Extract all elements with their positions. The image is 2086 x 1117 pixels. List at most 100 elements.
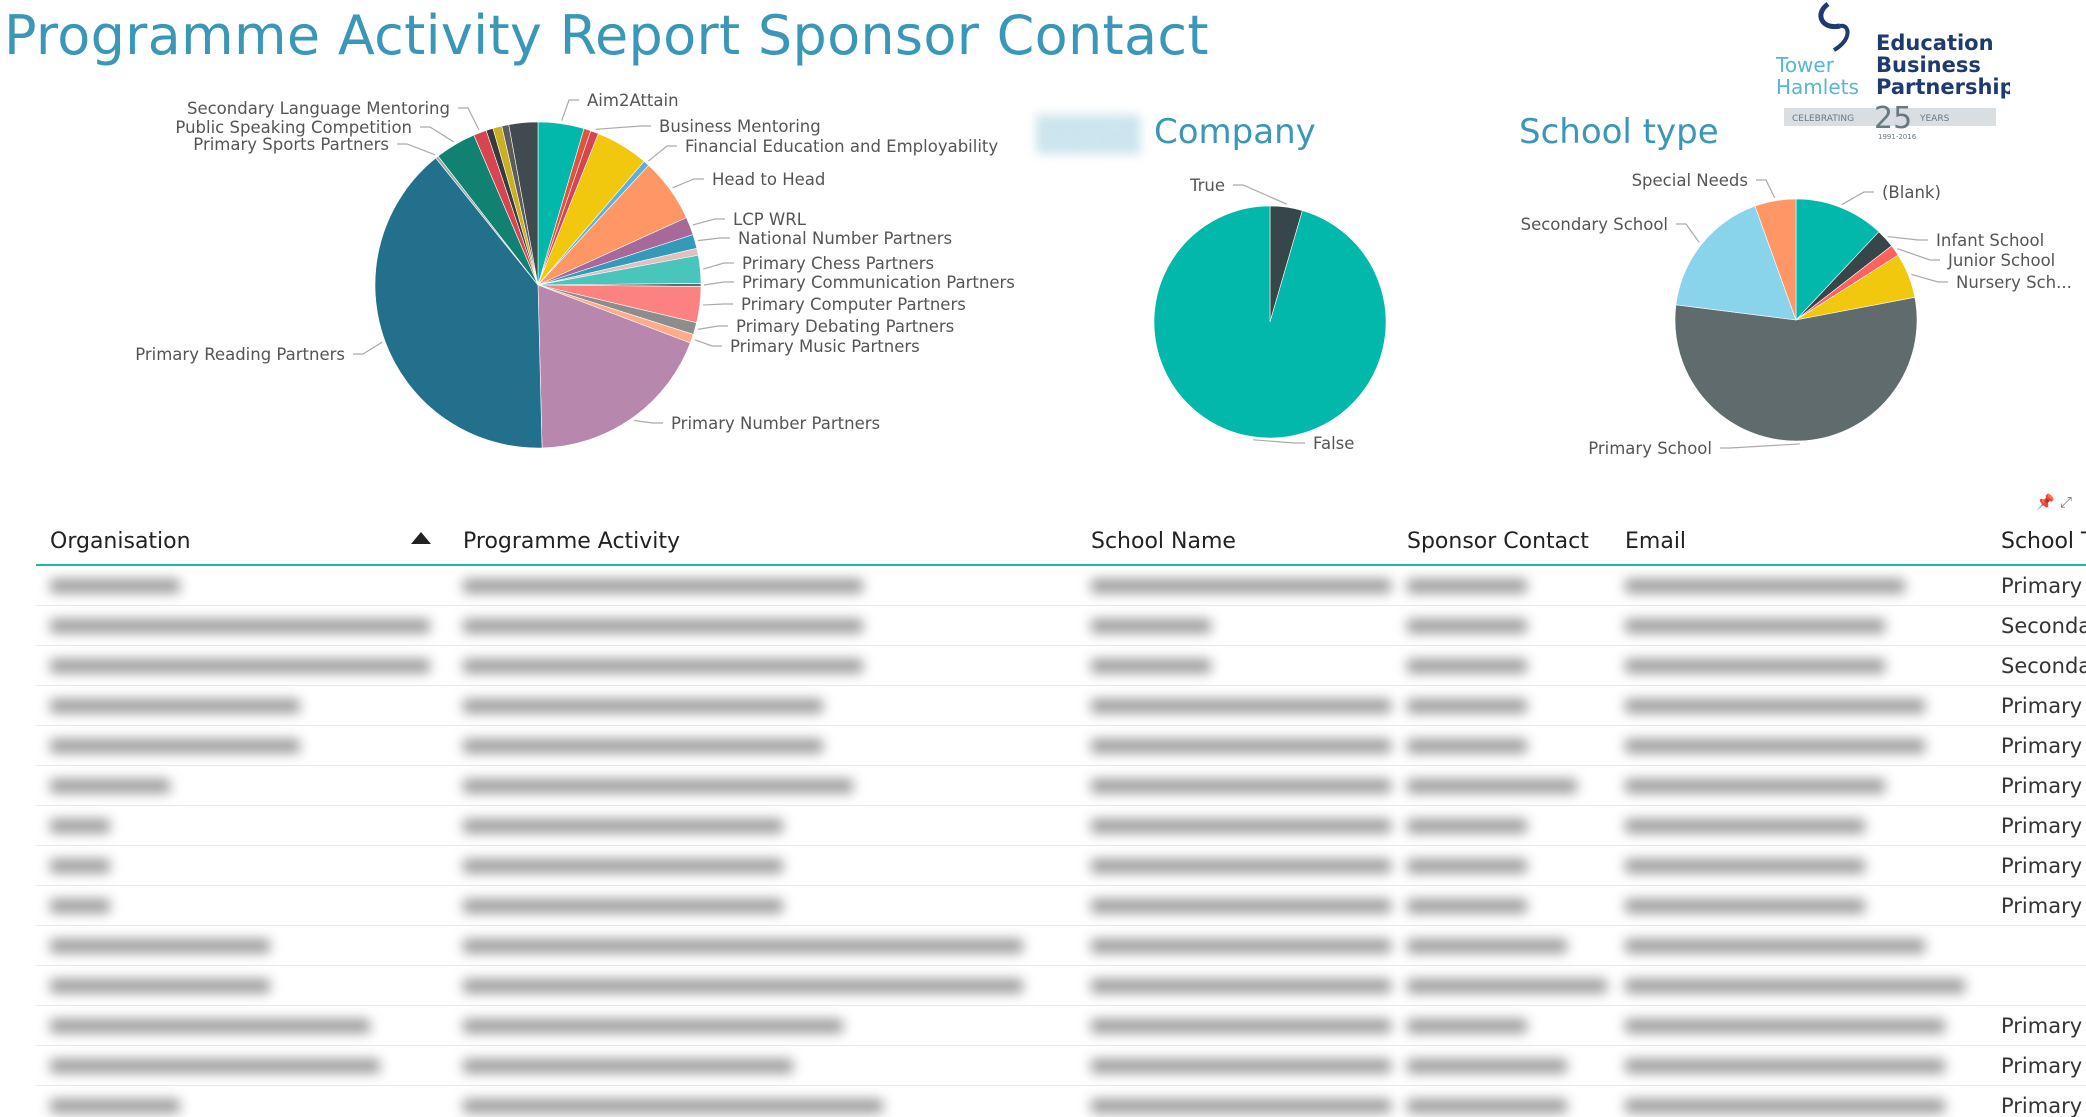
table-row[interactable]: Primary School <box>36 765 2086 806</box>
redacted-cell <box>1393 925 1611 966</box>
slice-label: (Blank) <box>1882 183 1941 202</box>
table-row[interactable]: Primary School <box>36 1005 2086 1046</box>
table-row[interactable]: Secondary School <box>36 645 2086 686</box>
leader-line <box>1233 184 1288 205</box>
redacted-cell <box>1077 1045 1393 1086</box>
pie-slice[interactable] <box>1153 205 1387 439</box>
leader-line <box>1897 248 1940 261</box>
redacted-cell <box>36 605 449 646</box>
table-row[interactable]: Primary School <box>36 885 2086 926</box>
leader-line <box>703 262 734 270</box>
pie-slice[interactable] <box>1675 205 1797 321</box>
table-row[interactable]: Primary School <box>36 685 2086 726</box>
leader-line <box>595 125 651 130</box>
redacted-cell <box>1077 845 1393 886</box>
table-row[interactable] <box>36 925 2086 966</box>
column-header-label: Organisation <box>50 528 191 554</box>
slice-label: Business Mentoring <box>659 117 821 136</box>
column-header-school-type[interactable]: School Type <box>1987 518 2086 566</box>
redacted-cell <box>36 1005 449 1046</box>
redacted-cell <box>36 925 449 966</box>
column-header-sponsor-contact[interactable]: Sponsor Contact <box>1393 518 1611 566</box>
redacted-cell <box>1611 645 1987 686</box>
table-row[interactable]: Primary School <box>36 1085 2086 1117</box>
redacted-cell <box>449 885 1077 926</box>
pie-slice[interactable] <box>537 284 691 449</box>
page-title: Programme Activity Report Sponsor Contac… <box>4 4 1209 67</box>
redacted-cell <box>1611 765 1987 806</box>
redacted-cell <box>1611 925 1987 966</box>
redacted-cell <box>1611 885 1987 926</box>
redacted-cell <box>1611 565 1987 606</box>
redacted-cell <box>1077 925 1393 966</box>
leader-line <box>1720 443 1800 449</box>
school-type-cell <box>1987 965 2086 1006</box>
redacted-cell <box>449 685 1077 726</box>
slice-label: Public Speaking Competition <box>175 118 412 137</box>
slice-label: False <box>1313 434 1354 453</box>
redacted-cell <box>36 885 449 926</box>
redacted-cell <box>1611 1085 1987 1117</box>
pie-slice[interactable] <box>374 157 543 449</box>
table-row[interactable] <box>36 965 2086 1006</box>
redacted-cell <box>36 965 449 1006</box>
leader-line <box>1911 273 1948 283</box>
table-row[interactable]: Secondary School <box>36 605 2086 646</box>
table-row[interactable]: Primary School <box>36 805 2086 846</box>
table-row[interactable]: Primary School <box>36 845 2086 886</box>
pie-slice[interactable] <box>508 121 539 286</box>
redacted-cell <box>1611 1045 1987 1086</box>
redacted-cell <box>1611 605 1987 646</box>
svg-text:Hamlets: Hamlets <box>1776 75 1859 99</box>
svg-text:Partnership: Partnership <box>1876 75 2010 99</box>
redacted-cell <box>449 1045 1077 1086</box>
leader-line <box>397 143 436 156</box>
column-header-email[interactable]: Email <box>1611 518 1987 566</box>
slice-label: National Number Partners <box>738 229 952 248</box>
sort-ascending-icon[interactable] <box>411 532 431 544</box>
redacted-cell <box>1077 645 1393 686</box>
column-header-school-name[interactable]: School Name <box>1077 518 1393 566</box>
column-header-programme-activity[interactable]: Programme Activity <box>449 518 1077 566</box>
column-header-organisation[interactable]: Organisation <box>36 518 449 566</box>
table-row[interactable]: Primary School <box>36 1045 2086 1086</box>
leader-line <box>672 178 704 189</box>
school-type-cell: Primary School <box>1987 845 2086 886</box>
school-type-cell <box>1987 925 2086 966</box>
school-type-cell: Secondary School <box>1987 645 2086 686</box>
leader-line <box>648 145 677 162</box>
slice-label: Primary Sports Partners <box>193 135 389 154</box>
school-type-cell: Primary School <box>1987 885 2086 926</box>
focus-mode-icon[interactable]: ⤢ <box>2060 493 2073 511</box>
table-row[interactable]: Primary School <box>36 725 2086 766</box>
leader-line <box>561 99 579 121</box>
svg-text:CELEBRATING: CELEBRATING <box>1792 114 1854 124</box>
slice-label: Head to Head <box>712 170 825 189</box>
redacted-cell <box>36 685 449 726</box>
leader-line <box>1676 223 1700 243</box>
redacted-cell <box>1393 725 1611 766</box>
pie-slice[interactable] <box>1795 198 1880 321</box>
pie-slice[interactable] <box>1754 198 1797 321</box>
redacted-cell <box>1393 1085 1611 1117</box>
redacted-cell <box>1393 885 1611 926</box>
tower-hamlets-ebp-logo: Tower Hamlets Education Business Partner… <box>1775 1 2010 140</box>
redacted-cell <box>1393 685 1611 726</box>
redacted-cell <box>1077 765 1393 806</box>
table-row[interactable]: Primary School <box>36 565 2086 606</box>
redacted-cell <box>449 925 1077 966</box>
company-chart-title: Company <box>1154 112 1316 152</box>
pie-slice[interactable] <box>1674 296 1918 442</box>
redacted-cell <box>1393 845 1611 886</box>
pin-icon[interactable]: 📌 <box>2036 493 2055 511</box>
redacted-cell <box>1393 565 1611 606</box>
leader-line <box>458 107 480 131</box>
leader-line <box>697 325 728 330</box>
redacted-cell <box>1393 805 1611 846</box>
leader-line <box>420 126 455 143</box>
redacted-cell <box>449 645 1077 686</box>
redacted-cell <box>449 1085 1077 1117</box>
leader-line <box>1841 191 1874 206</box>
redacted-cell <box>1077 1005 1393 1046</box>
redacted-cell <box>1611 685 1987 726</box>
